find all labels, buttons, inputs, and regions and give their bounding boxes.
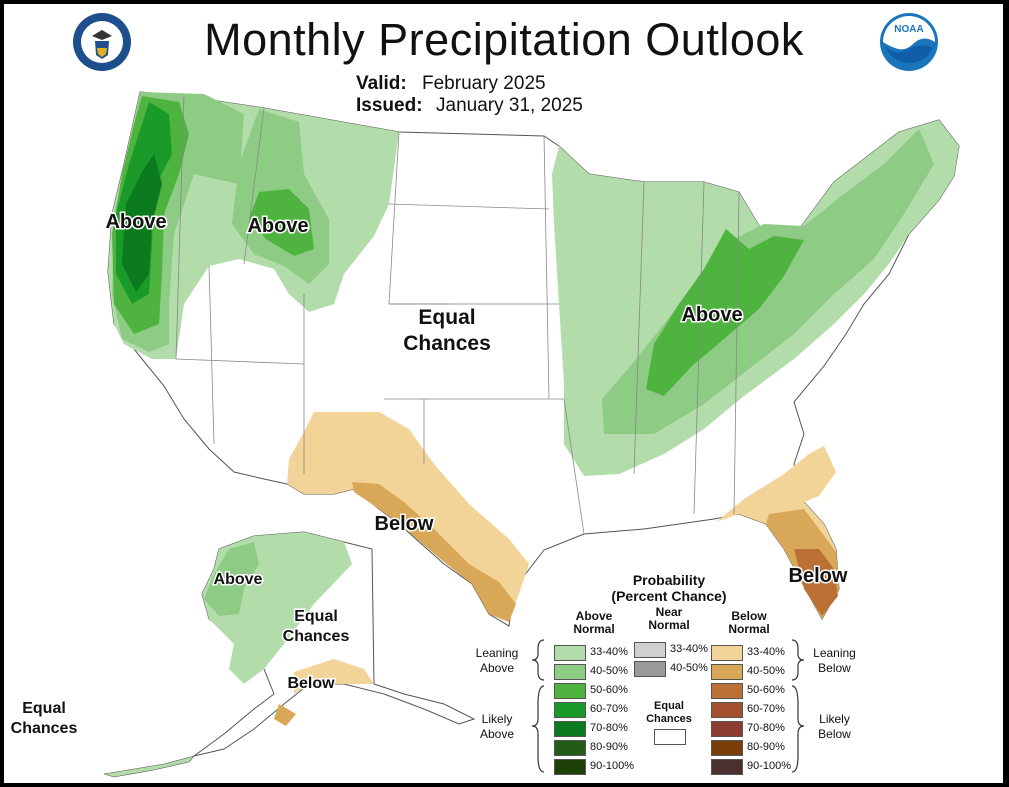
page-title: Monthly Precipitation Outlook xyxy=(204,14,804,65)
legend-below-label-7: 90-100% xyxy=(747,760,792,772)
issued-label: Issued: xyxy=(356,95,423,116)
legend-above-swatch-5 xyxy=(554,721,586,737)
legend-leaning-above-1: Leaning xyxy=(475,646,519,660)
rockies-above-50-60 xyxy=(249,189,314,256)
label-center-equal-1: Equal xyxy=(418,306,475,329)
alaska-below-40-50 xyxy=(274,704,296,726)
legend-below-label-1: 33-40% xyxy=(747,646,785,658)
legend-below-swatch-3 xyxy=(711,683,743,699)
legend-below-label-2: 40-50% xyxy=(747,665,785,677)
legend-near-label-1: 33-40% xyxy=(670,643,708,655)
legend-above-label-7: 90-100% xyxy=(590,760,635,772)
legend-near-swatch-1 xyxy=(634,642,666,658)
state-boundaries xyxy=(175,95,740,535)
legend-below-label-3: 50-60% xyxy=(747,684,785,696)
legend-likely-below-2: Below xyxy=(818,727,851,741)
legend-below-swatch-7 xyxy=(711,759,743,775)
label-florida-below: Below xyxy=(789,565,848,587)
legend-above-label-2: 40-50% xyxy=(590,665,628,677)
legend-above-label-1: 33-40% xyxy=(590,646,628,658)
legend-above-label-4: 60-70% xyxy=(590,703,628,715)
legend-near-head-1: Near xyxy=(655,605,683,619)
alaska-aleutians xyxy=(103,755,195,778)
label-rockies-above: Above xyxy=(247,215,308,237)
label-southern-plains-below: Below xyxy=(375,513,434,535)
legend-equal-swatch xyxy=(654,729,686,745)
legend-below-swatch-5 xyxy=(711,721,743,737)
legend-below-swatch-1 xyxy=(711,645,743,661)
legend-title-1: Probability xyxy=(632,572,706,588)
legend-above-swatch-6 xyxy=(554,740,586,756)
legend-below-head-1: Below xyxy=(731,609,767,623)
legend-leaning-below-2: Below xyxy=(818,661,851,675)
legend-above-swatch-7 xyxy=(554,759,586,775)
label-hawaii-equal-1: Equal xyxy=(22,700,66,717)
legend-above-swatch-3 xyxy=(554,683,586,699)
precipitation-map: Above Above Above Equal Chances Below Be… xyxy=(9,91,960,778)
noaa-logo-text: NOAA xyxy=(894,24,924,35)
alaska-below-33-40 xyxy=(294,659,374,694)
legend-above-head-2: Normal xyxy=(573,622,615,636)
label-ohio-valley-above: Above xyxy=(681,304,742,326)
legend-near-swatch-2 xyxy=(634,661,666,677)
legend-above-swatch-4 xyxy=(554,702,586,718)
legend: Probability (Percent Chance) Above Norma… xyxy=(474,570,864,780)
legend-above-head-1: Above xyxy=(575,609,613,623)
east-above-50-60 xyxy=(646,229,804,396)
legend-likely-above-1: Likely xyxy=(481,712,513,726)
label-alaska-above: Above xyxy=(214,571,263,588)
issued-value: January 31, 2025 xyxy=(436,95,583,116)
florida-below-50-60 xyxy=(794,549,838,616)
label-alaska-equal-1: Equal xyxy=(294,608,338,625)
label-hawaii-equal-2: Chances xyxy=(11,720,78,737)
legend-below-label-5: 70-80% xyxy=(747,722,785,734)
legend-leaning-above-2: Above xyxy=(479,661,515,675)
legend-near-head-2: Normal xyxy=(648,618,690,632)
legend-above-swatch-1 xyxy=(554,645,586,661)
legend-below-swatch-4 xyxy=(711,702,743,718)
legend-below-label-6: 80-90% xyxy=(747,741,785,753)
legend-below-label-4: 60-70% xyxy=(747,703,785,715)
legend-below-swatch-6 xyxy=(711,740,743,756)
alaska-above-40-50 xyxy=(204,542,259,616)
label-center-equal-2: Chances xyxy=(403,332,491,355)
legend-leaning-below-1: Leaning xyxy=(813,646,856,660)
south-plains-below-40-50 xyxy=(352,482,516,622)
legend-above-label-6: 80-90% xyxy=(590,741,628,753)
noaa-logo-icon: NOAA xyxy=(879,12,939,72)
pacific-nw-above-70-80 xyxy=(122,154,162,292)
legend-above-label-3: 50-60% xyxy=(590,684,628,696)
legend-title-2: (Percent Chance) xyxy=(611,588,727,604)
legend-below-head-2: Normal xyxy=(728,622,770,636)
legend-braces xyxy=(531,639,805,773)
label-alaska-equal-2: Chances xyxy=(283,628,350,645)
label-alaska-below: Below xyxy=(287,675,335,692)
commerce-seal-icon xyxy=(72,12,132,72)
legend-likely-above-2: Above xyxy=(479,727,515,741)
legend-below-swatch-2 xyxy=(711,664,743,680)
legend-above-label-5: 70-80% xyxy=(590,722,628,734)
legend-equal-1: Equal xyxy=(654,700,684,712)
label-pacific-nw-above: Above xyxy=(105,211,166,233)
legend-equal-2: Chances xyxy=(646,713,692,725)
legend-above-swatch-2 xyxy=(554,664,586,680)
valid-value: February 2025 xyxy=(422,73,546,94)
valid-label: Valid: xyxy=(356,73,407,94)
outlook-map-frame: Above Above Above Equal Chances Below Be… xyxy=(4,4,1003,783)
legend-near-label-2: 40-50% xyxy=(670,662,708,674)
legend-likely-below-1: Likely xyxy=(819,712,850,726)
